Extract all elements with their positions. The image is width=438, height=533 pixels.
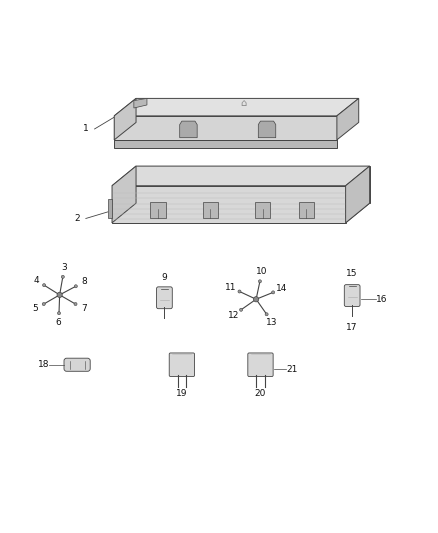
- Polygon shape: [108, 199, 112, 219]
- Ellipse shape: [254, 297, 259, 302]
- Polygon shape: [337, 99, 359, 140]
- Polygon shape: [203, 202, 218, 219]
- Ellipse shape: [74, 303, 77, 305]
- Polygon shape: [114, 140, 337, 148]
- Text: 16: 16: [376, 295, 388, 304]
- Polygon shape: [112, 166, 136, 223]
- Polygon shape: [112, 185, 346, 223]
- Polygon shape: [299, 202, 314, 219]
- Text: 20: 20: [255, 389, 266, 398]
- Polygon shape: [112, 166, 370, 185]
- Text: 3: 3: [62, 263, 67, 272]
- Polygon shape: [150, 202, 166, 219]
- Ellipse shape: [42, 284, 46, 287]
- FancyBboxPatch shape: [344, 285, 360, 306]
- Polygon shape: [255, 202, 270, 219]
- Text: 4: 4: [33, 276, 39, 285]
- Ellipse shape: [61, 275, 64, 278]
- Polygon shape: [180, 121, 197, 138]
- Polygon shape: [258, 121, 276, 138]
- Text: 7: 7: [81, 304, 87, 313]
- Polygon shape: [114, 99, 359, 116]
- Text: 11: 11: [225, 283, 237, 292]
- Text: ⌂: ⌂: [240, 98, 246, 108]
- Polygon shape: [114, 99, 136, 140]
- Ellipse shape: [258, 280, 261, 283]
- FancyBboxPatch shape: [248, 353, 273, 376]
- FancyBboxPatch shape: [64, 358, 90, 372]
- Polygon shape: [346, 166, 370, 223]
- Text: 18: 18: [38, 360, 49, 369]
- Text: 13: 13: [266, 318, 278, 327]
- Text: 1: 1: [83, 125, 89, 133]
- FancyBboxPatch shape: [169, 353, 194, 376]
- Text: 9: 9: [162, 273, 167, 282]
- Polygon shape: [112, 203, 370, 223]
- Ellipse shape: [57, 312, 60, 314]
- Ellipse shape: [57, 292, 62, 297]
- Polygon shape: [114, 116, 337, 140]
- Text: 10: 10: [256, 268, 268, 277]
- Ellipse shape: [272, 291, 275, 294]
- Polygon shape: [134, 99, 147, 108]
- Ellipse shape: [74, 285, 78, 288]
- Ellipse shape: [42, 303, 45, 305]
- Polygon shape: [136, 166, 370, 203]
- Text: 12: 12: [227, 311, 239, 320]
- Text: 21: 21: [286, 365, 297, 374]
- Text: 19: 19: [176, 389, 187, 398]
- Ellipse shape: [265, 313, 268, 316]
- Text: 14: 14: [276, 284, 288, 293]
- Ellipse shape: [240, 308, 243, 311]
- FancyBboxPatch shape: [156, 287, 172, 309]
- Text: 17: 17: [346, 323, 358, 332]
- Text: 15: 15: [346, 269, 358, 278]
- Text: 5: 5: [32, 304, 38, 313]
- Text: 6: 6: [56, 318, 61, 327]
- Ellipse shape: [238, 290, 241, 293]
- Text: 2: 2: [74, 214, 80, 223]
- Text: 8: 8: [81, 277, 87, 286]
